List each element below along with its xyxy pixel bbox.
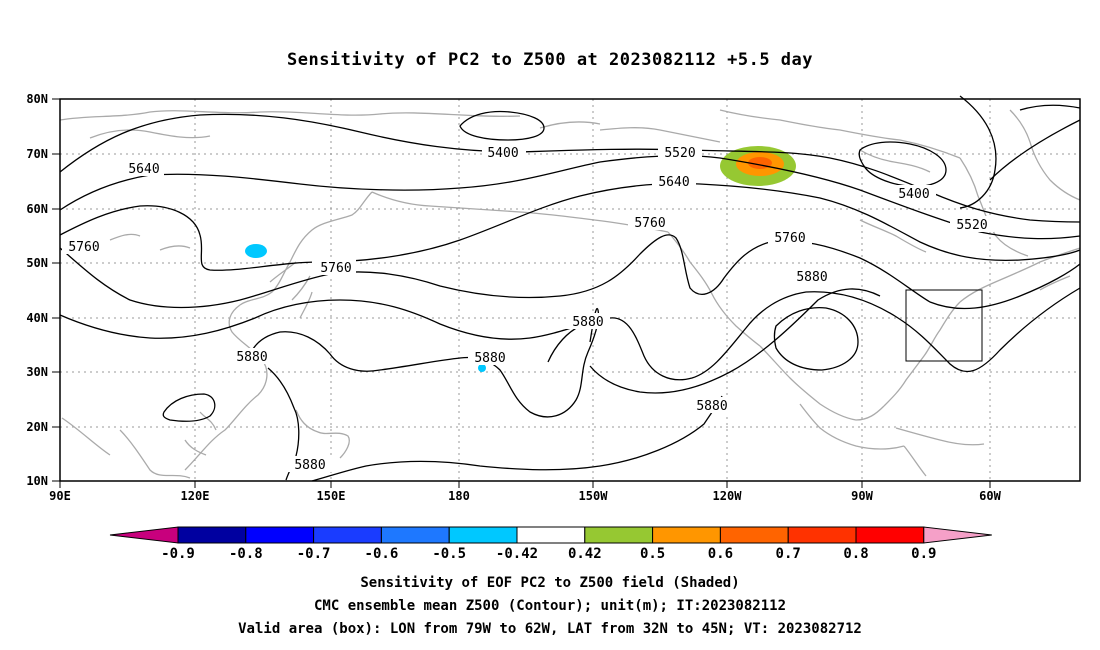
valid-area-box: [905, 289, 983, 362]
caption-valid-area: Valid area (box): LON from 79W to 62W, L…: [238, 621, 862, 637]
colorbar-segment: [448, 526, 518, 544]
colorbar-tick-label: 0.5: [640, 546, 665, 562]
colorbar-tick-label: -0.42: [496, 546, 538, 562]
contour-label: 5760: [68, 240, 99, 255]
colorbar-tick-label: -0.5: [432, 546, 466, 562]
colorbar-segment: [313, 526, 382, 544]
colorbar-tick-label: 0.8: [843, 546, 868, 562]
latitude-labels: 80N 70N 60N 50N 40N 30N 20N 10N: [26, 92, 48, 488]
lon-label: 120W: [713, 489, 743, 503]
lat-label: 80N: [26, 92, 48, 106]
contour-label: 5520: [956, 218, 987, 233]
colorbar-segment: [380, 526, 450, 544]
shade-negative-2: [478, 364, 486, 372]
colorbar-segment: [787, 526, 857, 544]
colorbar-segment: [245, 526, 315, 544]
colorbar-segment: [855, 526, 925, 544]
lat-label: 30N: [26, 365, 48, 379]
lat-label: 70N: [26, 147, 48, 161]
caption-contour: CMC ensemble mean Z500 (Contour); unit(m…: [313, 598, 786, 614]
sensitivity-shading: [245, 146, 796, 372]
coastlines: [59, 109, 1081, 479]
contour-label: 5640: [128, 162, 159, 177]
lat-label: 40N: [26, 311, 48, 325]
contour-label: 5880: [572, 315, 603, 330]
contour-label: 5640: [658, 175, 689, 190]
contour-label: 5880: [796, 270, 827, 285]
colorbar-high-triangle: [923, 526, 992, 544]
lat-label: 10N: [26, 474, 48, 488]
colorbar-segment: [516, 526, 586, 544]
caption-shaded: Sensitivity of EOF PC2 to Z500 field (Sh…: [360, 575, 740, 591]
contour-label: 5760: [320, 261, 351, 276]
lon-label: 150W: [579, 489, 609, 503]
lat-label: 20N: [26, 420, 48, 434]
contour-label: 5760: [774, 231, 805, 246]
colorbar-segment: [177, 526, 247, 544]
lon-label: 90E: [49, 489, 71, 503]
colorbar-segment: [652, 526, 721, 544]
contour-labels: 5400 5520 5640 5640 5760 5760 5760 5760 …: [62, 144, 994, 473]
lat-label: 50N: [26, 256, 48, 270]
shade-negative-1: [245, 244, 267, 258]
lon-label: 90W: [851, 489, 873, 503]
lat-label: 60N: [26, 202, 48, 216]
colorbar-tick-label: -0.7: [297, 546, 331, 562]
lon-label: 150E: [317, 489, 346, 503]
tick-marks: [52, 98, 991, 488]
lon-label: 60W: [979, 489, 1001, 503]
colorbar-tick-label: -0.9: [161, 546, 195, 562]
colorbar-segment: [584, 526, 654, 544]
contour-label: 5400: [898, 187, 929, 202]
lon-label: 120E: [181, 489, 210, 503]
contour-label: 5760: [634, 216, 665, 231]
colorbar-low-triangle: [109, 526, 179, 544]
longitude-labels: 90E 120E 150E 180 150W 120W 90W 60W: [49, 489, 1001, 503]
contour-label: 5400: [487, 146, 518, 161]
contour-label: 5880: [236, 350, 267, 365]
lon-label: 180: [448, 489, 470, 503]
colorbar-tick-label: -0.8: [229, 546, 263, 562]
colorbar-tick-label: 0.7: [776, 546, 801, 562]
colorbar-tick-label: 0.9: [911, 546, 936, 562]
colorbar: -0.9 -0.8 -0.7 -0.6 -0.5 -0.42 0.42 0.5 0.6 0.7 0.…: [109, 526, 992, 562]
colorbar-tick-label: -0.6: [365, 546, 399, 562]
contour-label: 5880: [474, 351, 505, 366]
colorbar-tick-label: 0.6: [708, 546, 733, 562]
contour-label: 5880: [294, 458, 325, 473]
map-title: Sensitivity of PC2 to Z500 at 2023082112…: [286, 50, 813, 70]
colorbar-tick-label: 0.42: [568, 546, 602, 562]
contour-label: 5880: [696, 399, 727, 414]
map-frame: [59, 98, 1081, 482]
contour-label: 5520: [664, 146, 695, 161]
colorbar-segment: [719, 526, 789, 544]
z500-contours: [59, 95, 1081, 482]
